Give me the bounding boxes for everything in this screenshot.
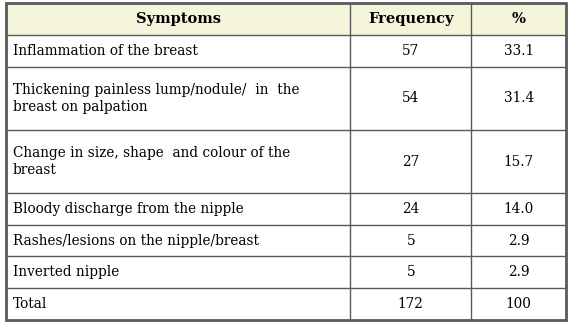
Text: Rashes/lesions on the nipple/breast: Rashes/lesions on the nipple/breast — [13, 234, 259, 248]
Text: 14.0: 14.0 — [503, 202, 534, 216]
Text: 100: 100 — [506, 297, 531, 311]
Text: 24: 24 — [402, 202, 419, 216]
Text: 2.9: 2.9 — [508, 265, 530, 279]
Text: Symptoms: Symptoms — [136, 12, 221, 26]
Text: 27: 27 — [402, 154, 419, 169]
Bar — [6, 35, 566, 67]
Text: 54: 54 — [402, 91, 419, 105]
Text: Change in size, shape  and colour of the
breast: Change in size, shape and colour of the … — [13, 146, 290, 177]
Text: Thickening painless lump/nodule/  in  the
breast on palpation: Thickening painless lump/nodule/ in the … — [13, 83, 300, 114]
Bar — [6, 288, 566, 320]
Text: 5: 5 — [407, 234, 415, 248]
Text: Frequency: Frequency — [368, 12, 454, 26]
Text: Bloody discharge from the nipple: Bloody discharge from the nipple — [13, 202, 244, 216]
Text: %: % — [511, 12, 526, 26]
Bar — [6, 225, 566, 256]
Text: 5: 5 — [407, 265, 415, 279]
Text: Total: Total — [13, 297, 47, 311]
Bar — [6, 3, 566, 35]
Bar — [6, 256, 566, 288]
Bar — [6, 130, 566, 193]
Bar — [6, 67, 566, 130]
Text: Inflammation of the breast: Inflammation of the breast — [13, 44, 198, 58]
Text: 172: 172 — [398, 297, 424, 311]
Text: 15.7: 15.7 — [503, 154, 534, 169]
Text: 33.1: 33.1 — [503, 44, 534, 58]
Text: 57: 57 — [402, 44, 419, 58]
Text: Inverted nipple: Inverted nipple — [13, 265, 119, 279]
Bar — [6, 193, 566, 225]
Text: 2.9: 2.9 — [508, 234, 530, 248]
Text: 31.4: 31.4 — [503, 91, 534, 105]
